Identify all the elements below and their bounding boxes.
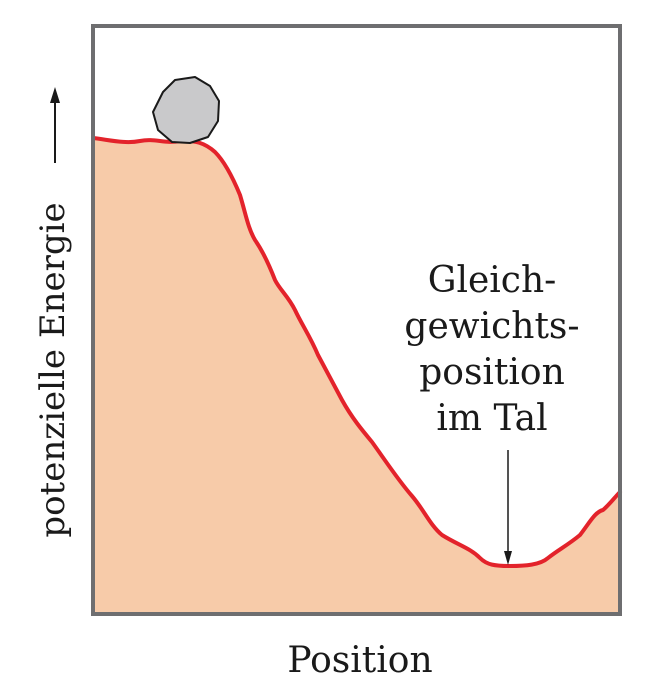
annotation-line: Gleich-	[428, 260, 557, 301]
arrow-up-icon	[50, 87, 60, 163]
y-axis-label: potenzielle Energie	[33, 202, 73, 537]
x-axis-label: Position	[287, 640, 432, 681]
terrain-area	[93, 138, 620, 614]
equilibrium-annotation: Gleich- gewichts- position im Tal	[404, 260, 579, 439]
boulder-icon	[152, 76, 220, 144]
plot-frame	[91, 24, 622, 616]
terrain-curve	[91, 136, 622, 568]
annotation-line: im Tal	[436, 398, 547, 439]
annotation-line: gewichts-	[404, 306, 579, 347]
arrow-down-icon	[504, 450, 512, 565]
annotation-line: position	[419, 352, 565, 393]
